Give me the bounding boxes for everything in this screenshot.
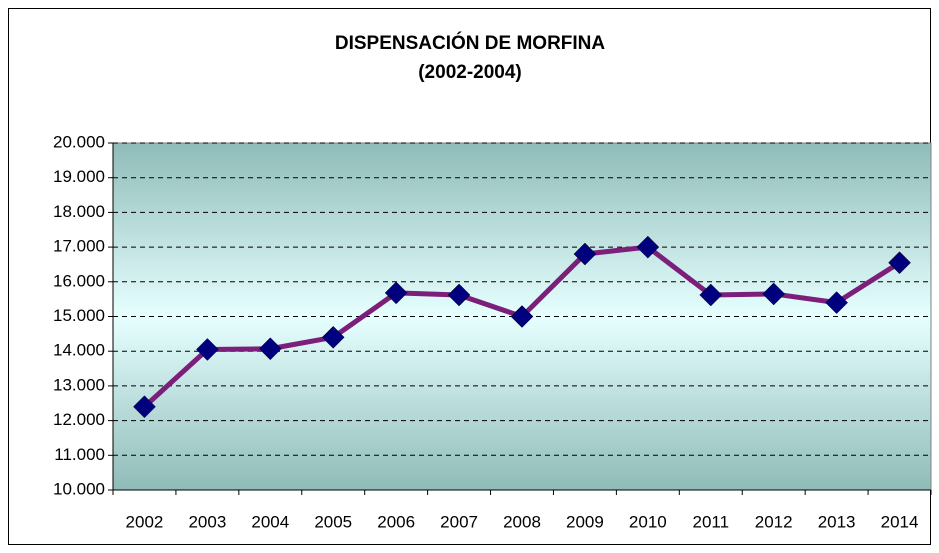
x-tick-label: 2012 [755,512,793,531]
x-tick-label: 2003 [188,512,226,531]
data-point [321,325,345,349]
x-tick-label: 2013 [818,512,856,531]
data-point [133,395,156,419]
x-tick-label: 2010 [629,512,667,531]
data-point [699,283,723,307]
y-tick-label: 13.000 [53,375,105,394]
x-tick-label: 2011 [692,512,729,531]
y-tick-label: 16.000 [53,271,105,290]
x-tick-label: 2002 [126,512,164,531]
data-point [258,337,282,361]
data-point [510,305,534,328]
data-point [636,235,660,259]
x-tick-label: 2005 [314,512,352,531]
data-point [762,282,786,306]
x-tick-label: 2009 [566,512,604,531]
x-tick-label: 2004 [251,512,289,531]
y-tick-label: 17.000 [53,237,105,256]
y-tick-label: 15.000 [53,306,105,325]
x-tick-label: 2014 [881,512,919,531]
data-point [573,242,597,266]
data-point [825,291,848,314]
y-tick-label: 14.000 [53,341,105,360]
data-point [888,251,911,275]
chart-title: DISPENSACIÓN DE MORFINA [335,32,606,54]
y-tick-label: 19.000 [53,167,105,186]
y-tick-label: 20.000 [53,132,105,151]
y-tick-label: 18.000 [53,202,105,221]
y-tick-label: 11.000 [54,445,105,464]
data-point [196,338,219,361]
x-tick-label: 2007 [440,512,478,531]
y-tick-label: 10.000 [53,479,105,498]
data-point [447,283,471,307]
data-point [384,281,408,305]
x-tick-label: 2006 [377,512,415,531]
y-tick-label: 12.000 [53,410,105,429]
chart-subtitle: (2002-2004) [418,62,522,83]
x-tick-label: 2008 [503,512,541,531]
